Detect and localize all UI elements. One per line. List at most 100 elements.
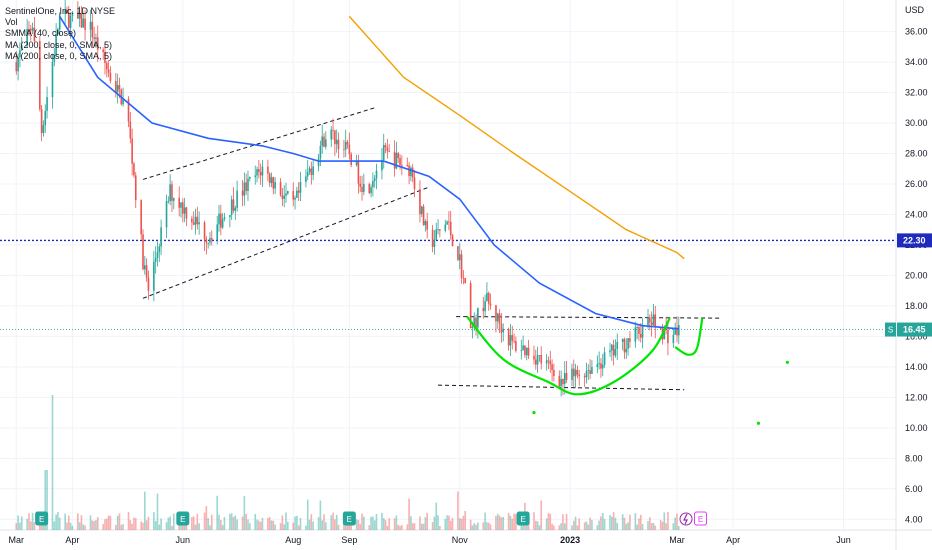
candle-body (332, 129, 334, 131)
pattern-dot[interactable] (532, 411, 536, 415)
volume-bar (458, 518, 461, 530)
pattern-dot[interactable] (785, 360, 789, 364)
level-price-tag[interactable] (897, 233, 932, 248)
volume-bar (299, 518, 302, 530)
candle-body (536, 355, 539, 365)
candle-body (153, 261, 155, 291)
candle-body (243, 182, 246, 196)
volume-bar (457, 491, 459, 530)
earnings-marker[interactable] (35, 511, 49, 526)
candle-body (435, 229, 438, 240)
volume-bar (236, 519, 238, 530)
candle-body (323, 136, 325, 147)
candle-body (534, 359, 537, 365)
candle-body (102, 49, 104, 52)
candle-body (270, 177, 273, 184)
legend-smma[interactable]: SMMA (40, close) (5, 28, 77, 39)
candle-body (286, 191, 289, 194)
volume-bar (583, 522, 586, 530)
channel-upper-line[interactable] (142, 107, 375, 180)
candle-body (196, 216, 199, 225)
volume-bar (160, 518, 162, 530)
volume-bar (82, 524, 85, 530)
volume-bar (267, 518, 269, 530)
candle-body (522, 345, 524, 351)
symbol-tag[interactable] (885, 322, 896, 337)
earnings-marker-label[interactable]: E (520, 515, 525, 524)
candle-body (545, 360, 548, 364)
candle-body (182, 202, 184, 214)
volume-bar (395, 515, 398, 530)
volume-bar (601, 512, 604, 530)
volume-bar (654, 525, 657, 530)
candle-body (220, 213, 222, 228)
earnings-marker[interactable] (176, 511, 190, 526)
candle-body (600, 363, 602, 369)
candle-body (44, 110, 47, 126)
legend-ma-1[interactable]: MA (200, close, 0, SMA, 5) (5, 39, 113, 50)
cup-and-handle-pattern[interactable] (466, 315, 789, 425)
candle-body (601, 364, 604, 369)
volume-bar (292, 522, 295, 530)
earnings-marker-label[interactable]: E (39, 515, 44, 524)
earnings-marker-label[interactable]: E (180, 515, 185, 524)
candle-body (78, 13, 81, 19)
volume-bar (145, 520, 148, 530)
y-tick-label: 30.00 (905, 118, 928, 128)
volume-bar (19, 522, 21, 530)
volume-bar (439, 525, 441, 530)
candle-body (629, 338, 631, 342)
earnings-marker-label[interactable]: E (347, 515, 352, 524)
candle-body (236, 190, 238, 208)
candle-body (408, 165, 410, 177)
candle-body (64, 10, 66, 14)
earnings-marker[interactable] (342, 511, 356, 526)
volume-bar (241, 516, 244, 530)
candle-body (31, 27, 34, 31)
volume-bar (616, 522, 619, 530)
dividend-event-icon[interactable] (679, 512, 693, 526)
last-price-tag[interactable] (897, 322, 932, 337)
volume-bar (281, 515, 284, 530)
drawn-annotations[interactable] (142, 107, 721, 391)
x-tick-label: Apr (65, 535, 79, 545)
candle-body (361, 186, 363, 192)
time-axis[interactable]: Mar Apr Jun Aug Sep Nov 2023 Mar Apr Jun (9, 535, 851, 545)
horizontal-level-line[interactable] (0, 239, 896, 330)
handle-curve[interactable] (674, 317, 704, 356)
y-tick-label: 28.00 (905, 149, 928, 159)
candle-body (393, 151, 396, 169)
volume-bar (337, 524, 340, 530)
volume-bar (172, 513, 175, 530)
volume-bar (283, 524, 286, 530)
channel-lower-line[interactable] (142, 186, 430, 299)
earnings-marker[interactable] (694, 511, 708, 526)
volume-bar (551, 523, 553, 530)
volume-bar (625, 523, 628, 530)
candle-body (395, 153, 398, 169)
volume-bar (234, 515, 237, 530)
candle-body (603, 352, 606, 365)
volume-bar (496, 513, 499, 530)
legend-title[interactable]: SentinelOne, Inc. 1D NYSE (5, 6, 116, 16)
candle-body (261, 166, 264, 176)
volume-bar (515, 514, 517, 530)
volume-bar (406, 524, 409, 530)
y-tick-label: 8.00 (905, 453, 923, 463)
bottom-line-line[interactable] (438, 384, 685, 391)
cup-curve[interactable] (466, 315, 671, 396)
candle-body (247, 178, 249, 191)
volume-bar (614, 517, 617, 530)
volume-bar (677, 525, 680, 530)
legend-ma-2[interactable]: MA (200, close, 0, SMA, 5) (5, 50, 113, 61)
price-axis[interactable]: USD 36.00 34.00 32.00 30.00 28.00 26.00 24.00 22… (885, 5, 932, 524)
candle-body (229, 215, 231, 218)
volume-bar (122, 524, 124, 530)
volume-bar (449, 520, 452, 530)
pattern-dot[interactable] (756, 421, 761, 425)
earnings-marker[interactable] (516, 511, 530, 526)
earnings-marker-label[interactable]: E (698, 515, 703, 524)
legend-volume[interactable]: Vol (5, 17, 18, 28)
